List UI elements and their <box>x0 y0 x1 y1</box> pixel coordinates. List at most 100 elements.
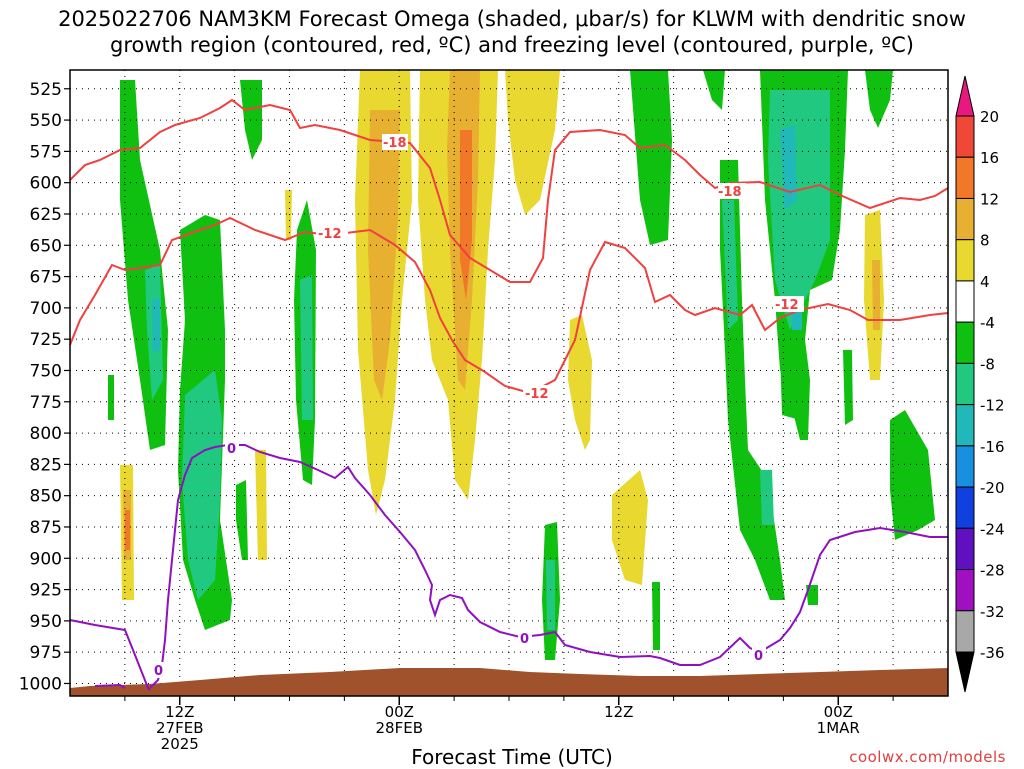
omega-area <box>300 275 313 420</box>
omega-area <box>652 582 660 650</box>
colorbar-bottom-arrow <box>955 651 975 693</box>
x-tick-label: 00Z <box>824 703 853 721</box>
terrain <box>70 668 948 696</box>
x-tick-label: 12Z <box>165 703 194 721</box>
x-tick-label: 00Z <box>385 703 414 721</box>
chart-title-line-2: growth region (contoured, red, ºC) and f… <box>110 33 914 57</box>
colorbar-label: 8 <box>980 232 990 250</box>
x-tick-label: 28FEB <box>376 719 423 737</box>
y-tick-label: 925 <box>30 581 62 601</box>
colorbar-box <box>955 569 975 612</box>
colorbar-label: 12 <box>980 190 999 208</box>
colorbar-box <box>955 527 975 571</box>
freezing-label: 0 <box>154 664 163 679</box>
y-tick-label: 525 <box>30 80 62 100</box>
y-tick-label: 950 <box>30 612 62 632</box>
colorbar-box <box>955 610 975 653</box>
chart-title-line-1: 2025022706 NAM3KM Forecast Omega (shaded… <box>58 7 966 31</box>
colorbar-box <box>955 486 975 529</box>
omega-area <box>612 470 648 585</box>
colorbar-label: 20 <box>980 108 999 126</box>
omega-area <box>236 480 248 560</box>
dendritic-label: -18 <box>383 136 407 151</box>
colorbar-label: -20 <box>980 479 1005 497</box>
freezing-contours <box>69 444 948 691</box>
freezing-contour-line <box>149 444 948 689</box>
y-tick-label: 600 <box>30 174 62 194</box>
y-tick-label: 700 <box>30 299 62 319</box>
contour-labels: -18 -12 -18 -12 -12 0 0 0 0 <box>152 134 804 679</box>
y-tick-label: 975 <box>30 643 62 663</box>
omega-area <box>843 350 853 425</box>
colorbar-label: 16 <box>980 149 999 167</box>
colorbar-label: -28 <box>980 562 1005 580</box>
omega-area <box>125 510 130 550</box>
omega-area <box>865 70 893 128</box>
y-tick-label: 825 <box>30 455 62 475</box>
dendritic-contour-line <box>69 216 949 395</box>
omega-area <box>780 345 806 420</box>
y-axis: 525 550 575 600 625 650 675 700 725 750 775 800 825 8… <box>19 80 70 694</box>
colorbar-label: -8 <box>980 355 995 373</box>
freezing-contour-line <box>94 683 126 689</box>
colorbar-label: -36 <box>980 644 1005 662</box>
y-tick-label: 625 <box>30 205 62 225</box>
colorbar-box <box>955 362 975 406</box>
colorbar-label: -24 <box>980 520 1005 538</box>
credit-text: coolwx.com/models <box>849 748 1006 766</box>
colorbar-box <box>955 115 975 158</box>
omega-area <box>182 370 222 600</box>
omega-area <box>722 200 738 330</box>
dendritic-contour-line <box>69 98 949 283</box>
colorbar-box <box>955 445 975 488</box>
omega-area <box>152 298 160 352</box>
colorbar-label: -12 <box>980 397 1005 415</box>
omega-area <box>872 260 880 330</box>
omega-area <box>285 190 292 240</box>
y-tick-label: 675 <box>30 268 62 288</box>
x-axis-title: Forecast Time (UTC) <box>411 745 613 769</box>
dendritic-label: -12 <box>525 387 549 402</box>
x-axis: 12Z27FEB202500Z28FEB12Z00Z1MAR12Z <box>124 696 894 753</box>
colorbar-box <box>955 156 975 199</box>
colorbar-box <box>955 404 975 447</box>
y-tick-label: 725 <box>30 330 62 350</box>
y-tick-label: 875 <box>30 518 62 538</box>
omega-area <box>108 375 114 420</box>
omega-area <box>703 70 725 110</box>
omega-area <box>780 125 797 210</box>
omega-area <box>760 470 774 525</box>
freezing-label: 0 <box>520 632 529 647</box>
freezing-contour-line <box>69 619 151 691</box>
y-tick-label: 650 <box>30 236 62 256</box>
y-tick-label: 575 <box>30 142 62 162</box>
freezing-label: 0 <box>754 649 763 664</box>
dendritic-label: -12 <box>318 227 342 242</box>
freezing-label: 0 <box>227 442 236 457</box>
dendritic-label: -18 <box>718 185 742 200</box>
omega-area <box>255 450 267 560</box>
omega-area <box>505 70 560 215</box>
x-tick-label: 27FEB <box>156 719 203 737</box>
colorbar-label: -4 <box>980 314 995 332</box>
colorbar-label: -32 <box>980 603 1005 621</box>
y-tick-label: 775 <box>30 393 62 413</box>
x-tick-label: 12Z <box>604 703 633 721</box>
colorbar-label: -16 <box>980 438 1005 456</box>
colorbar: 20 16 12 8 4 -4 -8 -12 -16 -20 -24 -28 -32 -36 <box>955 75 1005 693</box>
dendritic-contours <box>69 98 949 395</box>
omega-area <box>568 315 592 450</box>
y-tick-label: 850 <box>30 487 62 507</box>
colorbar-box <box>955 280 975 323</box>
omega-area <box>630 70 672 245</box>
x-tick-label: 2025 <box>161 735 199 753</box>
colorbar-label: 4 <box>980 273 990 291</box>
y-tick-label: 1000 <box>19 674 62 694</box>
omega-area <box>546 560 555 630</box>
y-tick-label: 800 <box>30 424 62 444</box>
omega-shading <box>108 70 935 660</box>
colorbar-box <box>955 239 975 282</box>
dendritic-label: -12 <box>775 298 799 313</box>
y-tick-label: 900 <box>30 549 62 569</box>
